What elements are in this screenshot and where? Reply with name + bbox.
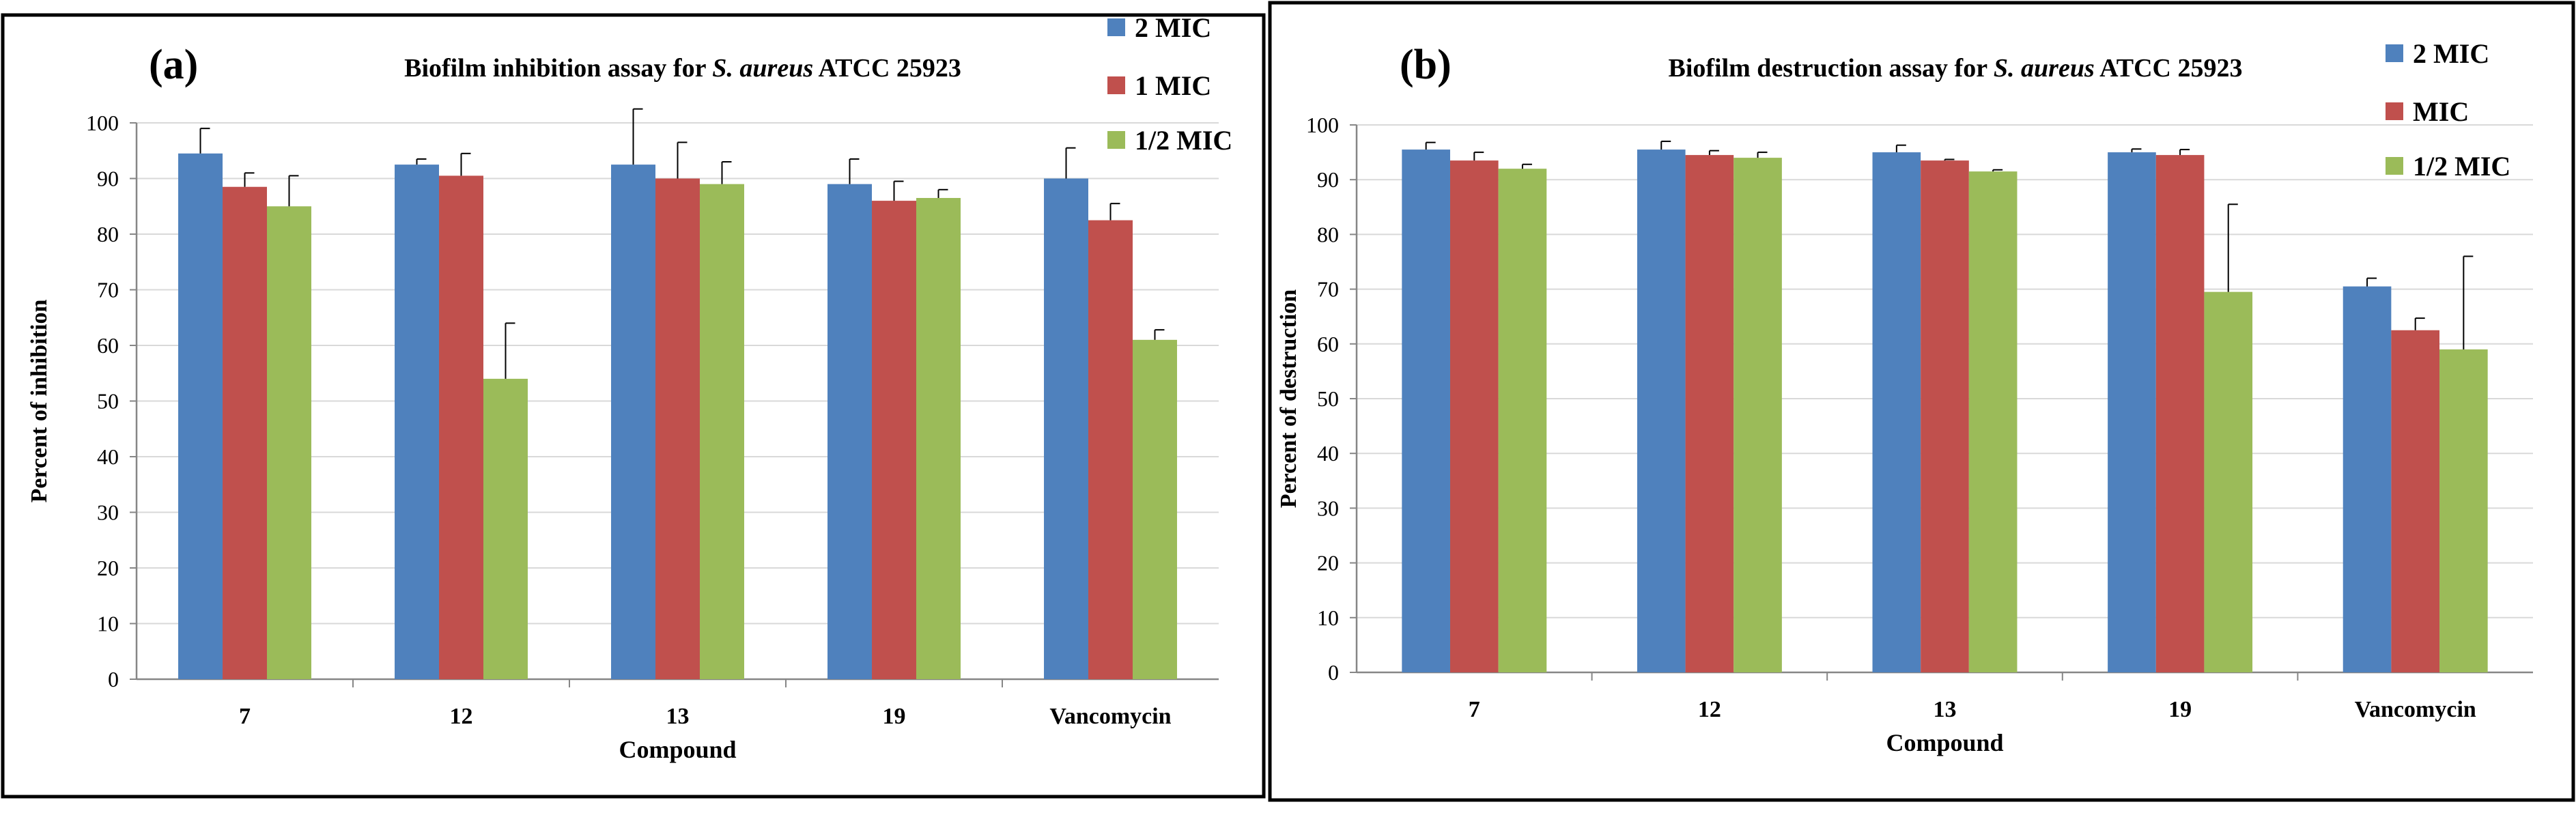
chart-1-bar [1088, 220, 1133, 679]
chart-2-title-species: S. aureus [1994, 54, 2095, 83]
chart-2-bar [1872, 152, 1921, 673]
chart-2-title-suffix: ATCC 25923 [2095, 54, 2243, 83]
chart-1-title-suffix: ATCC 25923 [813, 54, 961, 83]
chart-1-title-prefix: Biofilm inhibition assay for [404, 54, 712, 83]
chart-2-bar [1921, 160, 1969, 672]
chart-2-bar [2204, 291, 2253, 672]
chart-2-title-prefix: Biofilm destruction assay for [1668, 54, 1993, 83]
chart-2-bar [1733, 158, 1782, 672]
chart-1-ytick-label: 60 [97, 333, 119, 358]
chart-1-bar [655, 178, 700, 679]
panel-b-chart: 0 10 20 30 40 50 60 70 80 90 100 7 12 13 19 Vancomycin C… [1276, 38, 2533, 756]
chart-1-ylabel: Percent of inhibition [27, 300, 52, 503]
chart-2-category-label: 19 [2168, 697, 2192, 722]
chart-1-bar [827, 184, 873, 679]
chart-2-ylabel: Percent of destruction [1276, 289, 1301, 508]
chart-2-bar [1498, 169, 1547, 672]
chart-1-ytick-label: 0 [108, 667, 119, 691]
chart-1-category-label: 13 [666, 704, 690, 729]
chart-1-category-label: 7 [239, 704, 251, 729]
chart-2-ytick-label: 60 [1317, 332, 1339, 356]
chart-1-ytick-label: 70 [97, 278, 119, 302]
chart-2-ytick-label: 10 [1317, 605, 1339, 630]
chart-1-bar [1132, 339, 1177, 679]
chart-2-legend-swatch [2386, 44, 2403, 62]
chart-2-legend-label: 2 MIC [2413, 38, 2489, 69]
chart-2-title: Biofilm destruction assay for S. aureus … [1668, 54, 2242, 83]
chart-2-bar [1449, 160, 1499, 672]
chart-1-bar [916, 198, 961, 679]
chart-2-legend-label: MIC [2413, 96, 2469, 127]
chart-2-bar [2343, 286, 2392, 673]
panel-a-frame [1, 13, 1266, 799]
chart-1-ytick-label: 30 [97, 500, 119, 525]
chart-1-title-species: S. aureus [712, 54, 813, 83]
chart-2-category-label: 12 [1698, 697, 1721, 722]
chart-1-legend-swatch [1107, 131, 1125, 149]
chart-1-bar [266, 206, 311, 679]
chart-2-ytick-label: 0 [1328, 660, 1339, 685]
chart-2-bar [2155, 155, 2205, 673]
chart-2-ytick-label: 50 [1317, 386, 1339, 411]
chart-2-ytick-label: 80 [1317, 222, 1339, 246]
chart-1-bar [178, 153, 223, 679]
chart-2-bar [1968, 171, 2018, 673]
chart-1-category-label: Vancomycin [1049, 704, 1171, 729]
chart-2-category-label: 7 [1469, 697, 1480, 722]
chart-1-ytick-label: 50 [97, 389, 119, 414]
chart-2-bar [1402, 149, 1450, 673]
chart-1-legend-swatch [1107, 76, 1125, 94]
chart-1-bar [439, 175, 483, 679]
chart-2-ytick-label: 70 [1317, 277, 1339, 302]
panel-b-frame [1268, 1, 2575, 802]
chart-1-category-label: 19 [883, 704, 906, 729]
chart-1-ytick-label: 40 [97, 444, 119, 469]
chart-2-ytick-label: 90 [1317, 167, 1339, 192]
chart-2-xlabel: Compound [1886, 729, 2003, 756]
chart-2-category-label: 13 [1934, 697, 1957, 722]
chart-1-bar [483, 378, 528, 679]
chart-1-title: Biofilm inhibition assay for S. aureus A… [404, 54, 961, 83]
chart-1-legend-label: 1 MIC [1135, 70, 1211, 101]
chart-1-bar [872, 201, 916, 680]
chart-2-category-label: Vancomycin [2355, 697, 2476, 722]
panel-a-chart: 0 10 20 30 40 50 60 70 80 90 100 7 12 13 19 Vancomycin C… [27, 12, 1232, 763]
chart-2-legend-swatch [2386, 102, 2403, 120]
chart-1-panel-label: (a) [149, 42, 198, 88]
chart-2-ytick-label: 100 [1306, 113, 1339, 137]
chart-1-legend-label: 1/2 MIC [1135, 125, 1232, 156]
chart-2-bar [2391, 330, 2440, 672]
chart-2-ytick-label: 20 [1317, 551, 1339, 575]
chart-1-ytick-label: 100 [86, 111, 119, 135]
chart-1-ytick-label: 80 [97, 222, 119, 246]
chart-2-bar [1685, 155, 1734, 673]
chart-1-legend-swatch [1107, 18, 1125, 36]
chart-2-bar [1637, 149, 1686, 673]
chart-1-ytick-label: 90 [97, 167, 119, 191]
chart-2-ytick-label: 40 [1317, 441, 1339, 466]
chart-1-bar [223, 186, 267, 680]
chart-1-bar [699, 184, 744, 679]
chart-1-ytick-label: 20 [97, 556, 119, 580]
chart-2-bar [2439, 349, 2488, 672]
chart-1-bar [611, 165, 656, 679]
chart-2-panel-label: (b) [1400, 42, 1452, 88]
chart-2-legend-label: 1/2 MIC [2413, 151, 2510, 182]
chart-1-legend-label: 2 MIC [1135, 12, 1211, 43]
chart-1-bar [395, 165, 440, 679]
chart-2-legend-swatch [2386, 157, 2403, 175]
chart-1-category-label: 12 [450, 704, 473, 729]
chart-1-ytick-label: 10 [97, 612, 119, 636]
chart-1-bar [1044, 178, 1089, 679]
chart-2-bar [2108, 152, 2156, 673]
chart-2-ytick-label: 30 [1317, 496, 1339, 520]
chart-1-xlabel: Compound [619, 736, 736, 763]
